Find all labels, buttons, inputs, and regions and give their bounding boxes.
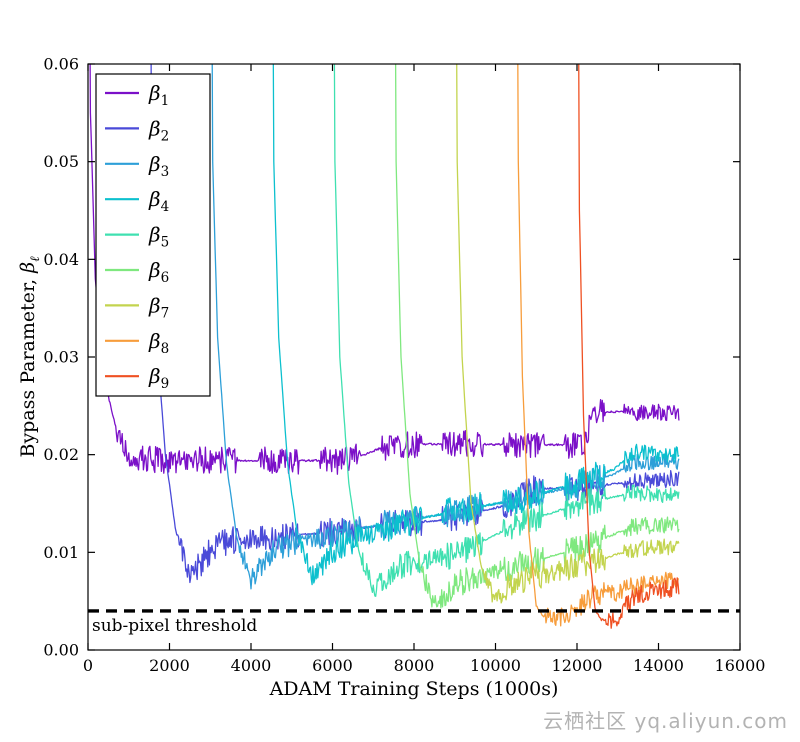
y-axis-label-subscript: ℓ: [27, 256, 43, 262]
legend-label: β3: [148, 152, 169, 180]
x-tick-label: 2000: [149, 656, 190, 675]
x-tick-label: 16000: [715, 656, 766, 675]
legend-label: β4: [148, 187, 169, 215]
x-tick-label: 12000: [552, 656, 603, 675]
y-tick-label: 0.03: [43, 348, 79, 367]
x-tick-label: 6000: [312, 656, 353, 675]
x-tick-label: 10000: [470, 656, 521, 675]
legend-entry-beta_9: β9: [105, 364, 169, 392]
y-axis-label-symbol: β: [17, 261, 40, 273]
legend-entry-beta_6: β6: [105, 258, 169, 286]
legend: β1 β2 β3 β4 β5 β6 β7 β8 β9: [95, 73, 211, 397]
series-line-beta_4: [272, 64, 680, 586]
legend-entry-beta_4: β4: [105, 187, 169, 215]
series-lines: [89, 64, 680, 629]
legend-label: β6: [148, 258, 169, 286]
y-axis-label: Bypass Parameter, βℓ: [17, 256, 43, 457]
x-tick-label: 8000: [394, 656, 435, 675]
legend-label: β7: [148, 293, 169, 321]
legend-entry-beta_5: β5: [105, 223, 169, 251]
x-ticks: 0 2000 4000 6000 8000 10000 12000 14000 16000: [83, 64, 766, 675]
series-line-beta_8: [517, 64, 680, 627]
x-tick-label: 14000: [633, 656, 684, 675]
legend-label: β9: [148, 364, 169, 392]
legend-label: β8: [148, 329, 169, 357]
y-tick-label: 0.06: [43, 55, 79, 74]
x-tick-label: 0: [83, 656, 93, 675]
series-line-beta_9: [578, 64, 680, 629]
series-line-beta_3: [211, 64, 680, 590]
legend-label: β5: [148, 223, 169, 251]
y-tick-label: 0.01: [43, 543, 79, 562]
y-ticks: 0.00 0.01 0.02 0.03 0.04 0.05 0.06: [43, 55, 740, 660]
series-line-beta_5: [333, 64, 680, 597]
legend-entry-beta_1: β1: [105, 81, 169, 109]
series-line-beta_7: [456, 64, 680, 604]
y-tick-label: 0.00: [43, 641, 79, 660]
legend-entry-beta_8: β8: [105, 329, 169, 357]
legend-entry-beta_7: β7: [105, 293, 169, 321]
y-axis-label-text: Bypass Parameter,: [17, 272, 40, 458]
legend-label: β1: [148, 81, 169, 109]
y-tick-label: 0.02: [43, 445, 79, 464]
y-tick-label: 0.05: [43, 152, 79, 171]
legend-label: β2: [148, 116, 169, 144]
x-tick-label: 4000: [231, 656, 272, 675]
series-line-beta_1: [89, 64, 680, 475]
y-tick-label: 0.04: [43, 250, 79, 269]
x-axis-label: ADAM Training Steps (1000s): [269, 678, 559, 700]
threshold-label: sub-pixel threshold: [92, 616, 257, 636]
watermark: 云栖社区 yq.aliyun.com: [543, 709, 788, 733]
legend-entry-beta_3: β3: [105, 152, 169, 180]
legend-entry-beta_2: β2: [105, 116, 169, 144]
